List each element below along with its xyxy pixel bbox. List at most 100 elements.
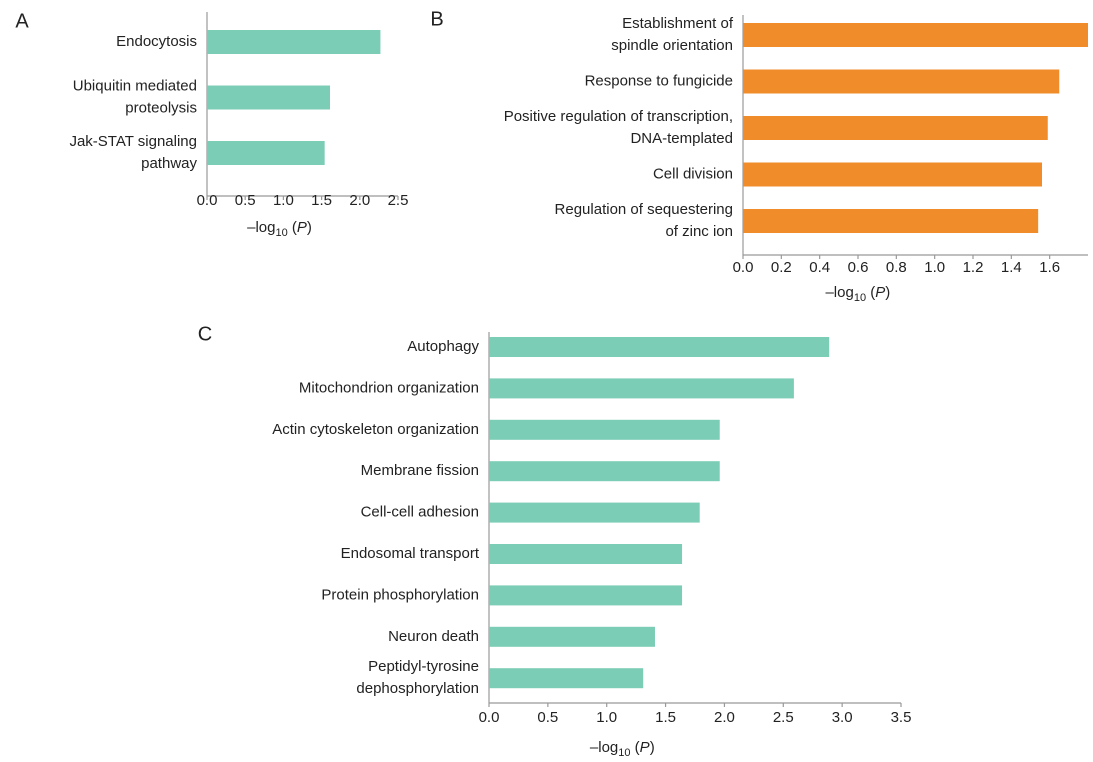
- x-tick-label: 3.0: [832, 709, 853, 726]
- category-line: Protein phosphorylation: [321, 586, 479, 603]
- x-tick-label: 1.0: [273, 192, 294, 209]
- category-label: Regulation of sequestering of zinc ion: [555, 201, 733, 240]
- category-line: Ubiquitin mediated: [73, 77, 197, 94]
- x-axis-label-part: –log: [247, 219, 275, 236]
- category-line: Endosomal transport: [341, 545, 480, 562]
- bar: [207, 141, 325, 165]
- category-line: proteolysis: [125, 99, 197, 116]
- category-line: Positive regulation of transcription,: [504, 108, 733, 125]
- category-label: Ubiquitin mediated proteolysis: [73, 77, 197, 116]
- x-axis-label-part: –log: [590, 739, 618, 756]
- x-tick-label: 1.0: [924, 259, 945, 276]
- panel-label: B: [430, 8, 443, 30]
- x-tick-label: 1.0: [596, 709, 617, 726]
- bar: [489, 502, 700, 523]
- x-axis-label: –log10 (P): [247, 219, 312, 239]
- category-line: Autophagy: [407, 338, 479, 355]
- category-label: Cell-cell adhesion: [361, 504, 479, 521]
- x-tick-label: 0.5: [537, 709, 558, 726]
- x-axis-label: –log10 (P): [590, 739, 655, 759]
- category-line: dephosphorylation: [356, 680, 479, 697]
- category-label: Membrane fission: [361, 462, 479, 479]
- category-label: Endocytosis: [116, 33, 197, 50]
- bar: [489, 585, 683, 606]
- x-axis-label-part: P: [640, 739, 650, 756]
- bar: [743, 116, 1048, 140]
- bar: [207, 30, 381, 54]
- category-line: Cell division: [653, 165, 733, 182]
- category-label: Peptidyl-tyrosine dephosphorylation: [356, 658, 479, 697]
- category-label: Establishment of spindle orientation: [611, 15, 734, 54]
- category-line: Peptidyl-tyrosine: [368, 658, 479, 675]
- x-axis-label-part: 10: [854, 292, 866, 304]
- x-tick-label: 1.4: [1001, 259, 1022, 276]
- x-tick-label: 0.2: [771, 259, 792, 276]
- bar: [743, 69, 1060, 94]
- category-line: pathway: [141, 155, 197, 172]
- category-line: Actin cytoskeleton organization: [272, 421, 479, 438]
- x-tick-label: 1.2: [963, 259, 984, 276]
- x-axis-label-part: 10: [275, 227, 287, 239]
- category-line: Establishment of: [622, 15, 734, 32]
- panel-label: A: [15, 10, 29, 32]
- x-axis-label-part: (: [631, 739, 640, 756]
- bar: [489, 668, 644, 689]
- x-tick-label: 2.5: [773, 709, 794, 726]
- category-label: Neuron death: [388, 628, 479, 645]
- bar: [207, 85, 331, 110]
- x-axis-label-part: (: [866, 284, 875, 301]
- category-label: Autophagy: [407, 338, 479, 355]
- x-tick-label: 0.6: [848, 259, 869, 276]
- x-tick-label: 0.0: [197, 192, 218, 209]
- category-line: Response to fungicide: [585, 72, 733, 89]
- category-label: Jak-STAT signaling pathway: [69, 133, 197, 172]
- bar: [743, 23, 1088, 47]
- x-axis-label-part: P: [875, 284, 885, 301]
- category-line: Jak-STAT signaling: [69, 133, 197, 150]
- category-line: DNA-templated: [630, 130, 733, 147]
- x-tick-label: 1.6: [1039, 259, 1060, 276]
- x-axis-label: –log10 (P): [825, 284, 890, 304]
- category-label: Endosomal transport: [341, 545, 480, 562]
- category-line: Neuron death: [388, 628, 479, 645]
- x-tick-label: 1.5: [311, 192, 332, 209]
- x-axis-label-part: ): [307, 219, 312, 236]
- x-axis-label-part: 10: [618, 747, 630, 759]
- bar: [489, 544, 683, 564]
- x-axis-label-part: ): [885, 284, 890, 301]
- category-label: Mitochondrion organization: [299, 379, 479, 396]
- category-label: Cell division: [653, 165, 733, 182]
- bar: [489, 337, 830, 357]
- x-tick-label: 0.8: [886, 259, 907, 276]
- category-label: Protein phosphorylation: [321, 586, 479, 603]
- category-line: of zinc ion: [665, 223, 733, 240]
- x-tick-label: 0.0: [733, 259, 754, 276]
- x-tick-label: 2.0: [349, 192, 370, 209]
- x-tick-label: 3.5: [891, 709, 912, 726]
- bar: [743, 209, 1039, 233]
- category-line: Regulation of sequestering: [555, 201, 733, 218]
- x-tick-label: 2.0: [714, 709, 735, 726]
- category-line: Cell-cell adhesion: [361, 504, 479, 521]
- x-tick-label: 0.5: [235, 192, 256, 209]
- category-line: Endocytosis: [116, 33, 197, 50]
- bar: [489, 419, 720, 440]
- x-tick-label: 1.5: [655, 709, 676, 726]
- category-label: Actin cytoskeleton organization: [272, 421, 479, 438]
- x-axis-label-part: ): [650, 739, 655, 756]
- category-label: Positive regulation of transcription, DNA…: [504, 108, 733, 147]
- bar: [489, 461, 720, 482]
- x-axis-label-part: (: [288, 219, 297, 236]
- x-tick-label: 0.0: [479, 709, 500, 726]
- x-tick-label: 2.5: [388, 192, 409, 209]
- bar: [743, 162, 1042, 187]
- x-axis-label-part: P: [297, 219, 307, 236]
- category-label: Response to fungicide: [585, 72, 733, 89]
- category-line: Mitochondrion organization: [299, 379, 479, 396]
- bar: [489, 378, 794, 399]
- x-axis-label-part: –log: [825, 284, 853, 301]
- category-line: spindle orientation: [611, 37, 733, 54]
- panel-label: C: [198, 323, 212, 345]
- category-line: Membrane fission: [361, 462, 479, 479]
